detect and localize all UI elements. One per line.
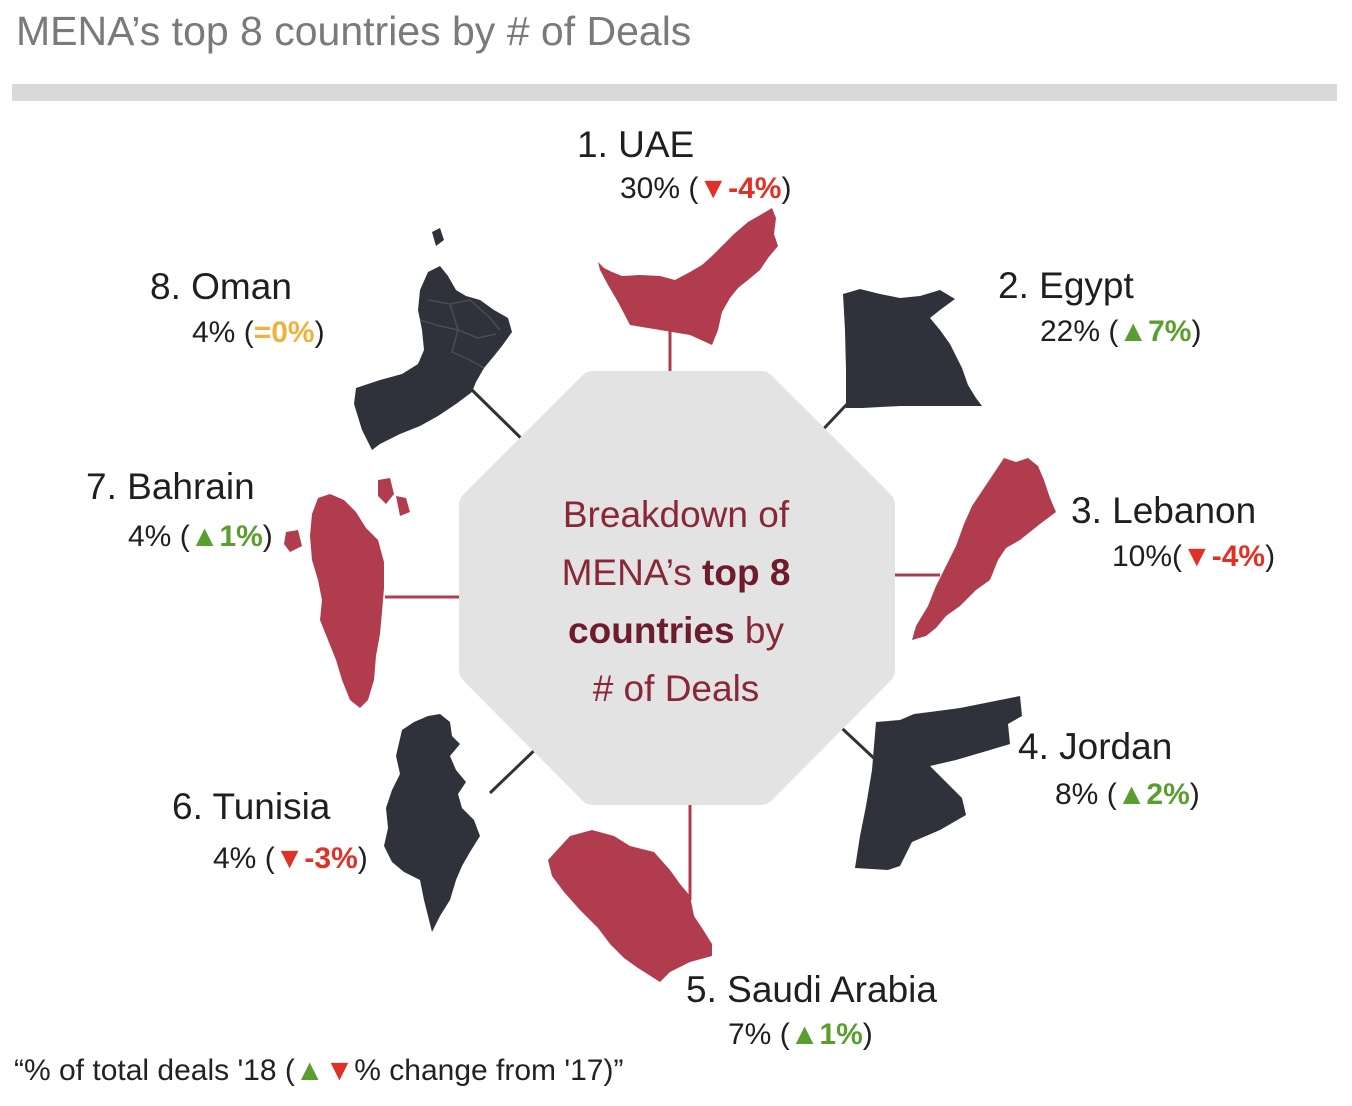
- country-stat-bahrain: 4% (▲1%): [128, 520, 273, 554]
- share-saudi-arabia: 7%: [728, 1018, 772, 1051]
- down-arrow-icon: ▼: [1182, 540, 1212, 573]
- change-egypt: ▲7%: [1118, 315, 1191, 348]
- center-line-2-plain: MENA’s: [561, 552, 703, 593]
- paren-close-uae: ): [781, 172, 792, 205]
- change-jordan: ▲2%: [1117, 778, 1190, 811]
- country-stat-egypt: 22% (▲7%): [1040, 315, 1201, 349]
- down-arrow-icon: ▼: [274, 842, 305, 875]
- paren-open-uae: (: [680, 172, 699, 205]
- share-lebanon: 10%: [1112, 540, 1173, 573]
- share-oman: 4%: [192, 316, 236, 349]
- country-name-tunisia: 6. Tunisia: [172, 786, 331, 827]
- change-uae: ▼-4%: [698, 172, 781, 205]
- country-stat-jordan: 8% (▲2%): [1055, 778, 1200, 812]
- center-octagon: [459, 371, 895, 805]
- paren-open-tunisia: (: [256, 842, 275, 875]
- up-arrow-icon: ▲: [1116, 778, 1147, 811]
- paren-open-egypt: (: [1100, 315, 1119, 348]
- share-jordan: 8%: [1055, 778, 1099, 811]
- country-name-egypt: 2. Egypt: [998, 265, 1134, 306]
- change-oman: =0%: [254, 316, 315, 349]
- paren-open-bahrain: (: [171, 520, 190, 553]
- paren-close-saudi-arabia: ): [862, 1018, 873, 1051]
- country-name-lebanon: 3. Lebanon: [1071, 490, 1257, 531]
- share-egypt: 22%: [1040, 315, 1101, 348]
- title-divider: [12, 84, 1337, 101]
- change-value-lebanon: -4%: [1211, 540, 1266, 573]
- center-line-4: # of Deals: [592, 668, 760, 709]
- share-uae: 30%: [620, 172, 681, 205]
- legend-footnote: “% of total deals '18 (▲▼% change from '…: [14, 1054, 623, 1088]
- up-arrow-icon: ▲: [189, 520, 220, 553]
- footnote-text-before: “% of total deals '18 (: [14, 1054, 295, 1087]
- center-line-3: countries by: [520, 602, 832, 660]
- lebanon-map-icon: [912, 458, 1056, 640]
- oman-region-borders: [419, 299, 501, 369]
- paren-open-saudi-arabia: (: [771, 1018, 790, 1051]
- change-saudi-arabia: ▲1%: [790, 1018, 863, 1051]
- uae-map-icon: [598, 208, 778, 345]
- paren-close-lebanon: ): [1265, 540, 1276, 573]
- change-value-egypt: 7%: [1148, 315, 1192, 348]
- change-value-oman: =0%: [253, 316, 315, 349]
- country-stat-oman: 4% (=0%): [192, 316, 325, 350]
- down-arrow-icon: ▼: [698, 172, 729, 205]
- share-tunisia: 4%: [213, 842, 257, 875]
- paren-open-lebanon: (: [1172, 540, 1183, 573]
- egypt-map-icon: [843, 289, 982, 408]
- paren-close-bahrain: ): [262, 520, 273, 553]
- country-name-jordan: 4. Jordan: [1018, 726, 1173, 767]
- change-bahrain: ▲1%: [190, 520, 263, 553]
- oman-map-icon: [354, 228, 512, 450]
- saudi-arabia-map-icon: [548, 830, 712, 982]
- change-value-bahrain: 1%: [219, 520, 263, 553]
- change-tunisia: ▼-3%: [275, 842, 358, 875]
- bahrain-map-icon: [284, 478, 410, 708]
- page-title: MENA’s top 8 countries by # of Deals: [16, 8, 692, 54]
- paren-open-jordan: (: [1098, 778, 1117, 811]
- paren-close-jordan: ): [1189, 778, 1200, 811]
- country-name-uae: 1. UAE: [577, 124, 695, 165]
- country-stat-saudi-arabia: 7% (▲1%): [728, 1018, 873, 1052]
- country-name-saudi-arabia: 5. Saudi Arabia: [686, 969, 937, 1010]
- up-arrow-icon: ▲: [1118, 315, 1149, 348]
- center-line-2: MENA’s top 8: [520, 544, 832, 602]
- change-value-jordan: 2%: [1146, 778, 1190, 811]
- share-bahrain: 4%: [128, 520, 172, 553]
- country-stat-tunisia: 4% (▼-3%): [213, 842, 368, 876]
- change-value-uae: -4%: [728, 172, 782, 205]
- center-line-2-bold: top 8: [702, 552, 791, 593]
- up-arrow-icon: ▲: [294, 1054, 325, 1087]
- paren-close-egypt: ): [1191, 315, 1202, 348]
- jordan-map-icon: [855, 696, 1022, 870]
- change-value-saudi-arabia: 1%: [819, 1018, 863, 1051]
- country-name-oman: 8. Oman: [150, 266, 292, 307]
- connector-tunisia: [488, 741, 544, 795]
- paren-open-oman: (: [235, 316, 254, 349]
- change-lebanon: ▼-4%: [1182, 540, 1265, 573]
- down-arrow-icon: ▼: [324, 1054, 355, 1087]
- footnote-text-after: % change from '17)”: [354, 1054, 624, 1087]
- change-value-tunisia: -3%: [304, 842, 358, 875]
- country-stat-lebanon: 10%(▼-4%): [1112, 540, 1275, 574]
- paren-close-oman: ): [314, 316, 325, 349]
- paren-close-tunisia: ): [357, 842, 368, 875]
- country-stat-uae: 30% (▼-4%): [620, 172, 791, 206]
- up-arrow-icon: ▲: [789, 1018, 820, 1051]
- center-line-3-plain: by: [734, 610, 784, 651]
- country-name-bahrain: 7. Bahrain: [86, 466, 255, 507]
- center-line-1: Breakdown of: [562, 494, 790, 535]
- tunisia-map-icon: [384, 714, 480, 932]
- center-caption: Breakdown of MENA’s top 8 countries by #…: [520, 486, 832, 718]
- center-line-3-bold: countries: [568, 610, 735, 651]
